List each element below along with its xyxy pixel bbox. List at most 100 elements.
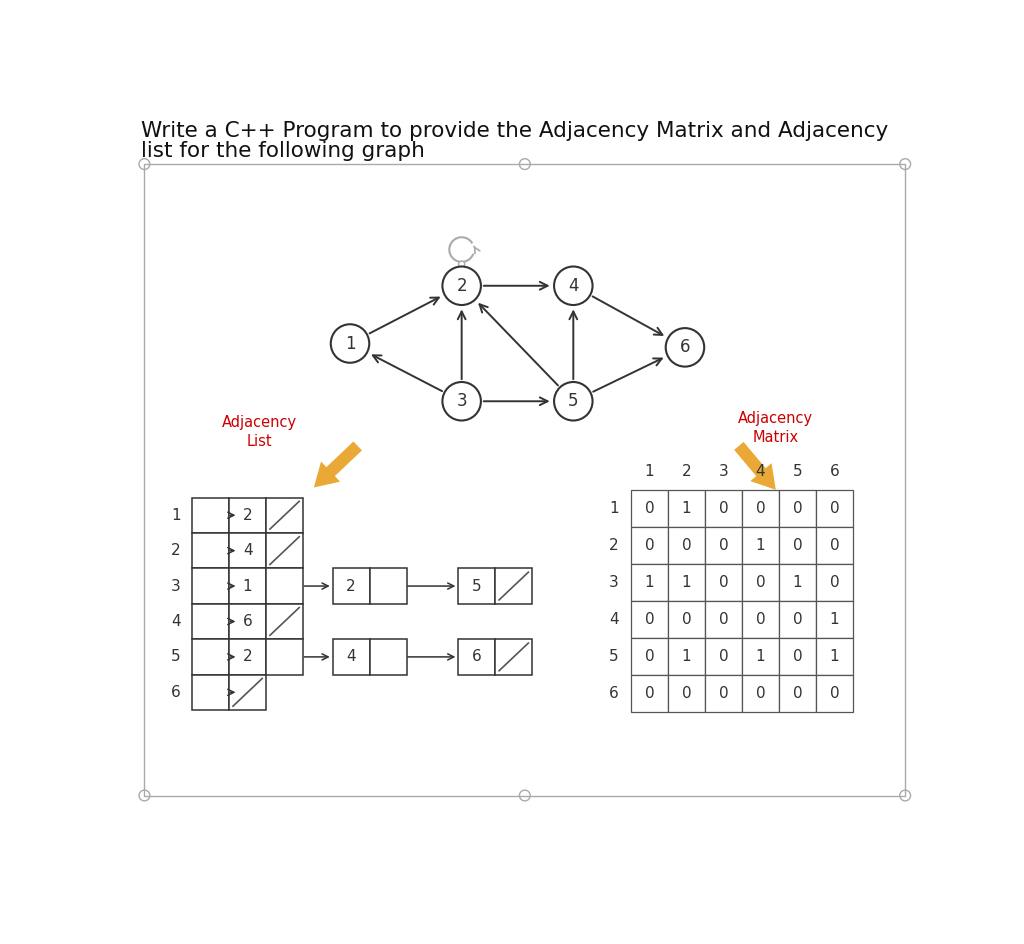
Text: 0: 0 [829, 500, 839, 515]
Polygon shape [313, 442, 361, 487]
Bar [266, 604, 303, 639]
Bar [779, 527, 816, 564]
Text: 1: 1 [682, 649, 691, 664]
Circle shape [666, 329, 705, 366]
Text: 0: 0 [645, 612, 654, 627]
Bar [742, 600, 779, 637]
Bar [496, 568, 532, 604]
Text: 0: 0 [756, 500, 765, 515]
Bar [229, 497, 266, 533]
Bar [193, 604, 229, 639]
Bar [816, 637, 853, 675]
Text: 6: 6 [171, 684, 180, 700]
Text: 1: 1 [645, 464, 654, 479]
Bar [496, 639, 532, 675]
Bar [370, 639, 407, 675]
Text: 2: 2 [243, 649, 252, 665]
Text: 5: 5 [472, 579, 481, 594]
Bar [229, 639, 266, 675]
Bar [631, 564, 668, 600]
Text: 1: 1 [829, 649, 839, 664]
Bar [229, 568, 266, 604]
Bar [266, 497, 303, 533]
Text: 5: 5 [568, 393, 579, 411]
Text: Write a C++ Program to provide the Adjacency Matrix and Adjacency: Write a C++ Program to provide the Adjac… [141, 121, 889, 141]
Text: 4: 4 [568, 277, 579, 295]
Text: 0: 0 [793, 685, 802, 700]
Bar [705, 527, 742, 564]
Bar [816, 600, 853, 637]
Bar [816, 675, 853, 712]
Text: 4: 4 [609, 612, 618, 627]
Text: 1: 1 [756, 649, 765, 664]
Bar [742, 675, 779, 712]
Bar [631, 600, 668, 637]
Bar [229, 675, 266, 710]
Bar [631, 527, 668, 564]
Bar [631, 675, 668, 712]
Text: 1: 1 [645, 575, 654, 590]
Bar [333, 568, 370, 604]
Text: 0: 0 [682, 538, 691, 553]
Text: 0: 0 [793, 612, 802, 627]
Bar [816, 564, 853, 600]
Bar [705, 600, 742, 637]
Text: 1: 1 [609, 500, 618, 515]
Text: 1: 1 [793, 575, 802, 590]
Polygon shape [734, 442, 776, 490]
Bar [742, 564, 779, 600]
Text: 6: 6 [243, 614, 253, 629]
Bar [779, 564, 816, 600]
Bar [779, 637, 816, 675]
Bar [742, 527, 779, 564]
Bar [370, 568, 407, 604]
Circle shape [554, 266, 593, 305]
Text: 6: 6 [829, 464, 840, 479]
Bar [668, 675, 705, 712]
Bar [816, 527, 853, 564]
Bar [333, 639, 370, 675]
Text: 6: 6 [680, 338, 690, 357]
Bar [229, 604, 266, 639]
Text: list for the following graph: list for the following graph [141, 141, 425, 161]
Circle shape [442, 382, 481, 420]
Text: 0: 0 [719, 500, 728, 515]
Bar [779, 490, 816, 527]
Bar [742, 490, 779, 527]
Text: 5: 5 [793, 464, 802, 479]
Bar [193, 533, 229, 568]
Text: 0: 0 [682, 685, 691, 700]
Bar [816, 490, 853, 527]
Bar [705, 675, 742, 712]
Bar [266, 568, 303, 604]
Text: 0: 0 [756, 575, 765, 590]
Bar [193, 497, 229, 533]
Text: 0: 0 [829, 538, 839, 553]
Text: 3: 3 [719, 464, 728, 479]
Text: 1: 1 [243, 579, 252, 594]
Text: 0: 0 [719, 538, 728, 553]
Text: 1: 1 [682, 500, 691, 515]
Bar [631, 490, 668, 527]
Text: 0: 0 [793, 500, 802, 515]
Text: 3: 3 [457, 393, 467, 411]
Bar [193, 675, 229, 710]
Text: 0: 0 [719, 575, 728, 590]
Bar [144, 164, 905, 796]
Circle shape [331, 324, 370, 362]
Text: 4: 4 [243, 543, 252, 558]
Text: 0: 0 [793, 649, 802, 664]
Bar [705, 564, 742, 600]
Bar [779, 600, 816, 637]
Bar [459, 568, 496, 604]
Bar [668, 637, 705, 675]
Circle shape [459, 261, 465, 267]
Text: Adjacency
Matrix: Adjacency Matrix [738, 412, 813, 445]
Bar [705, 637, 742, 675]
Text: 1: 1 [756, 538, 765, 553]
Bar [193, 568, 229, 604]
Text: 6: 6 [609, 685, 618, 700]
Bar [668, 490, 705, 527]
Text: 0: 0 [645, 538, 654, 553]
Text: 2: 2 [171, 543, 180, 558]
